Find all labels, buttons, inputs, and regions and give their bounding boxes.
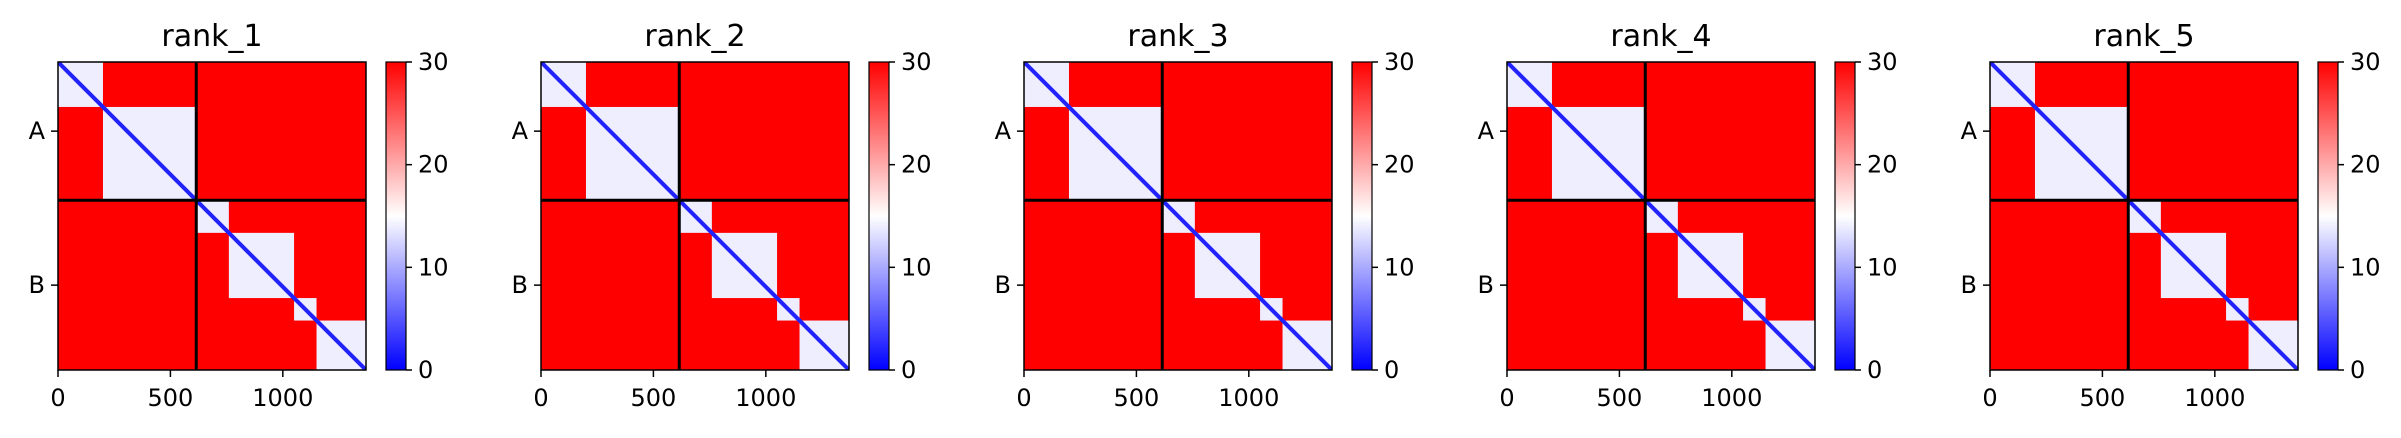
axes-frame: [1023, 61, 1333, 371]
colorbar-tick-label: 0: [1867, 356, 1882, 384]
colorbar-tick-label: 20: [418, 151, 449, 179]
chain-label-b: B: [29, 271, 45, 299]
chain-label-a: A: [1961, 117, 1978, 145]
panel-title: rank_4: [1610, 19, 1711, 54]
x-tick-label: 0: [1499, 384, 1514, 412]
colorbar-tick-label: 30: [1867, 48, 1898, 76]
chain-label-b: B: [1961, 271, 1977, 299]
chain-label-a: A: [512, 117, 529, 145]
diagonal-line: [1990, 62, 2298, 370]
axes-frame: [1506, 61, 1816, 371]
axes-frame: [1989, 61, 2299, 371]
axes-frame: [540, 61, 850, 371]
colorbar: [1835, 62, 1855, 370]
panel-title: rank_5: [2093, 19, 2194, 54]
colorbar-tick-label: 20: [1384, 151, 1415, 179]
colorbar-tick-label: 10: [1867, 253, 1898, 281]
colorbar-frame: [385, 61, 407, 371]
x-tick-label: 0: [50, 384, 65, 412]
x-tick-label: 500: [1597, 384, 1643, 412]
colorbar: [1352, 62, 1372, 370]
chain-label-b: B: [1478, 271, 1494, 299]
diagonal-line: [541, 62, 849, 370]
colorbar-frame: [1351, 61, 1373, 371]
heatmap-panel-5: rank_5 A B 0 500 1000 0 10 20 30: [1961, 19, 2381, 412]
x-tick-label: 0: [1982, 384, 1997, 412]
colorbar-tick-label: 10: [1384, 253, 1415, 281]
colorbar-tick-label: 10: [2350, 253, 2381, 281]
chain-label-a: A: [1478, 117, 1495, 145]
x-tick-label: 500: [148, 384, 194, 412]
colorbar: [2318, 62, 2338, 370]
colorbar-tick-label: 30: [901, 48, 932, 76]
colorbar-tick-label: 30: [418, 48, 449, 76]
colorbar-tick-label: 30: [2350, 48, 2381, 76]
chain-label-b: B: [512, 271, 528, 299]
colorbar-tick-label: 0: [1384, 356, 1399, 384]
x-tick-label: 1000: [252, 384, 313, 412]
colorbar-frame: [1834, 61, 1856, 371]
colorbar-tick-label: 0: [418, 356, 433, 384]
colorbar-tick-label: 20: [1867, 151, 1898, 179]
panel-title: rank_1: [161, 19, 262, 54]
x-tick-label: 1000: [735, 384, 796, 412]
diagonal-line: [1024, 62, 1332, 370]
chain-label-a: A: [29, 117, 46, 145]
chain-label-b: B: [995, 271, 1011, 299]
heatmap-panel-3: rank_3 A B 0 500 1000 0 10 20 30: [995, 19, 1415, 412]
diagonal-line: [58, 62, 366, 370]
colorbar-tick-label: 0: [901, 356, 916, 384]
colorbar-tick-label: 30: [1384, 48, 1415, 76]
x-tick-label: 500: [1114, 384, 1160, 412]
heatmap-panel-4: rank_4 A B 0 500 1000 0 10 20 30: [1478, 19, 1898, 412]
x-tick-label: 1000: [1701, 384, 1762, 412]
x-tick-label: 500: [631, 384, 677, 412]
colorbar-tick-label: 10: [901, 253, 932, 281]
x-tick-label: 1000: [1218, 384, 1279, 412]
chain-label-a: A: [995, 117, 1012, 145]
x-tick-label: 0: [533, 384, 548, 412]
colorbar-tick-label: 20: [901, 151, 932, 179]
colorbar-tick-label: 0: [2350, 356, 2365, 384]
diagonal-line: [1507, 62, 1815, 370]
colorbar-frame: [2317, 61, 2339, 371]
panel-title: rank_3: [1127, 19, 1228, 54]
x-tick-label: 0: [1016, 384, 1031, 412]
colorbar: [386, 62, 406, 370]
colorbar-frame: [868, 61, 890, 371]
colorbar-tick-label: 10: [418, 253, 449, 281]
axes-frame: [57, 61, 367, 371]
heatmap-panel-2: rank_2 A B 0 500 1000 0 10 20 30: [512, 19, 932, 412]
panel-title: rank_2: [644, 19, 745, 54]
colorbar-tick-label: 20: [2350, 151, 2381, 179]
heatmap-panel-1: rank_1 A B 0 500 1000 0 10 20 30: [29, 19, 449, 412]
x-tick-label: 500: [2080, 384, 2126, 412]
x-tick-label: 1000: [2184, 384, 2245, 412]
colorbar: [869, 62, 889, 370]
